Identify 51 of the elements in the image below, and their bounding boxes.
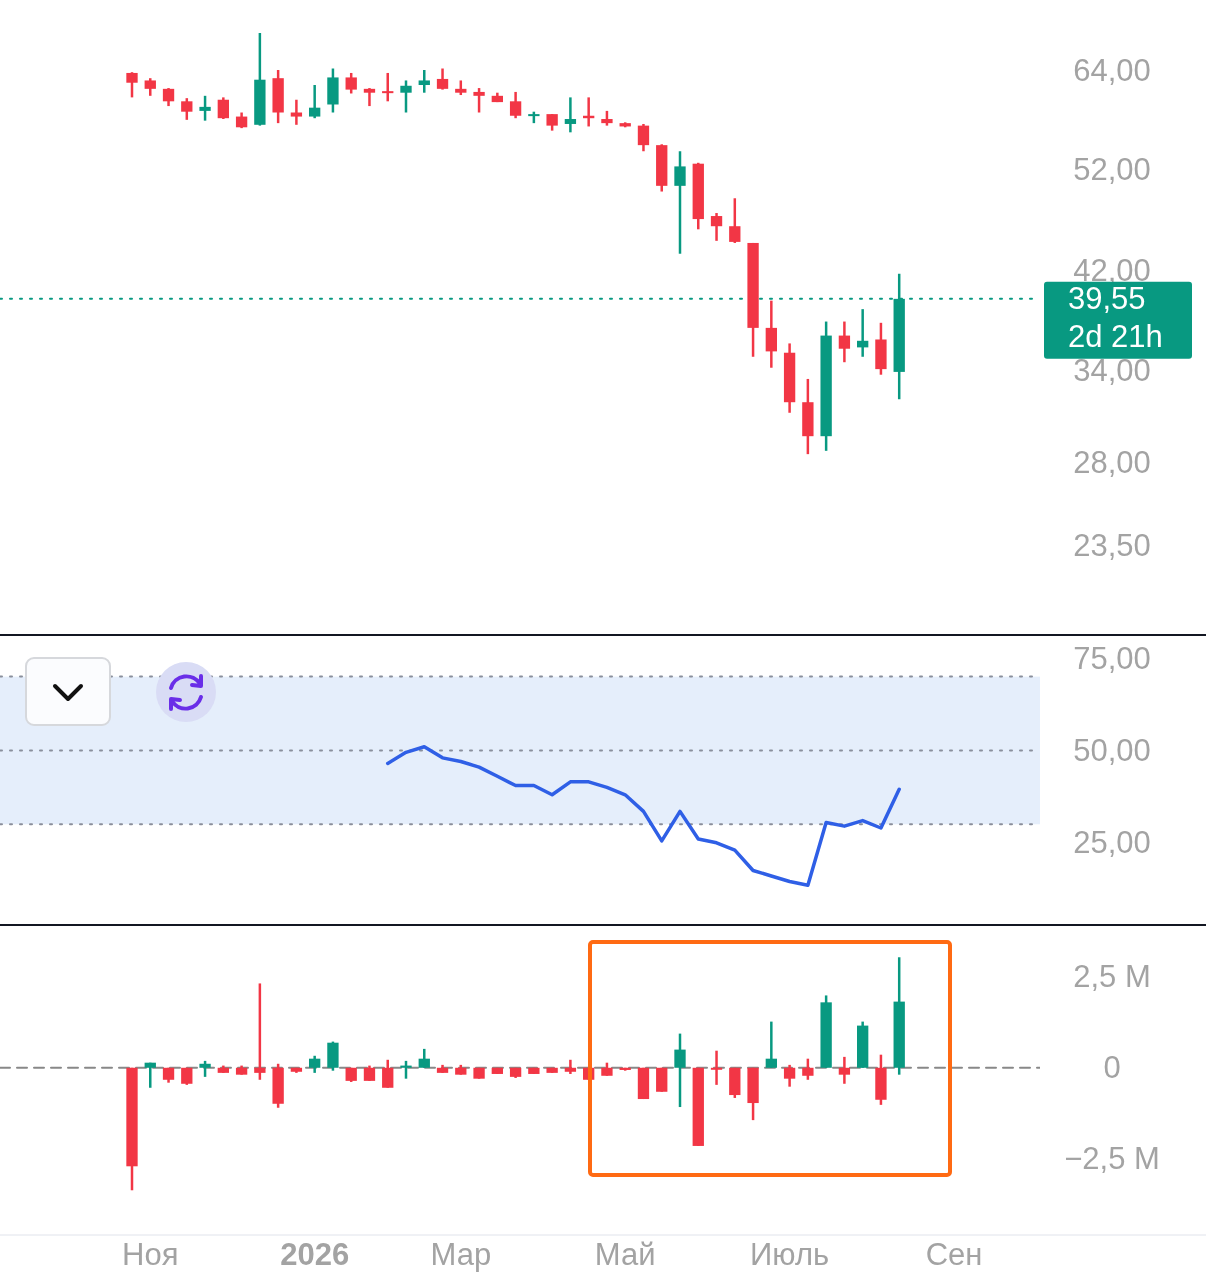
candlestick — [418, 1047, 430, 1070]
x-tick-label: Мар — [430, 1236, 492, 1272]
y-tick-label: 25,00 — [1073, 825, 1151, 861]
y-tick-label: 2,5 M — [1073, 959, 1151, 995]
candlestick — [674, 1032, 686, 1109]
candlestick — [729, 197, 741, 245]
candlestick — [217, 96, 229, 121]
candlestick — [162, 86, 175, 108]
candlestick — [783, 1063, 796, 1088]
candlestick — [400, 79, 412, 114]
candlestick — [254, 982, 266, 1082]
line-series — [385, 745, 901, 887]
y-tick-label: 34,00 — [1073, 353, 1151, 389]
y-tick-label: 50,00 — [1073, 732, 1151, 768]
text: 2d 21h — [1068, 319, 1163, 355]
candlestick — [418, 68, 430, 94]
candlestick — [126, 70, 138, 99]
x-tick-label: Май — [594, 1236, 656, 1272]
y-tick-label: 28,00 — [1073, 445, 1151, 481]
candlestick — [710, 1049, 723, 1087]
candlestick — [765, 299, 777, 369]
y-tick-label: 52,00 — [1073, 151, 1151, 187]
candlestick — [509, 90, 522, 120]
candlestick — [181, 96, 193, 122]
candlestick — [838, 320, 851, 364]
y-tick-label: 23,50 — [1073, 528, 1151, 564]
candlestick — [765, 1020, 777, 1070]
candlestick — [838, 1055, 851, 1086]
candlestick — [345, 71, 357, 95]
candlestick — [144, 1061, 156, 1090]
candlestick — [473, 86, 485, 114]
candlestick — [802, 1057, 814, 1082]
y-tick-label: 64,00 — [1073, 53, 1151, 89]
candlestick — [309, 83, 321, 120]
candlestick — [199, 94, 211, 122]
candlestick — [363, 86, 376, 108]
candlestick — [382, 71, 394, 103]
y-tick-label: 0 — [1103, 1050, 1121, 1086]
candlestick — [290, 98, 303, 127]
x-tick-label: Ноя — [122, 1236, 179, 1272]
x-tick-label: 2026 — [280, 1236, 350, 1272]
candlestick — [436, 67, 449, 91]
x-tick-label: Июль — [750, 1236, 830, 1272]
x-tick-label: Сен — [925, 1236, 983, 1272]
y-tick-label: 75,00 — [1073, 640, 1151, 676]
candlestick — [674, 150, 686, 255]
candlestick — [564, 96, 577, 134]
y-tick-label: −2,5 M — [1064, 1141, 1160, 1177]
candlestick — [637, 122, 650, 153]
candlestick — [710, 211, 723, 243]
candlestick — [382, 1058, 394, 1090]
